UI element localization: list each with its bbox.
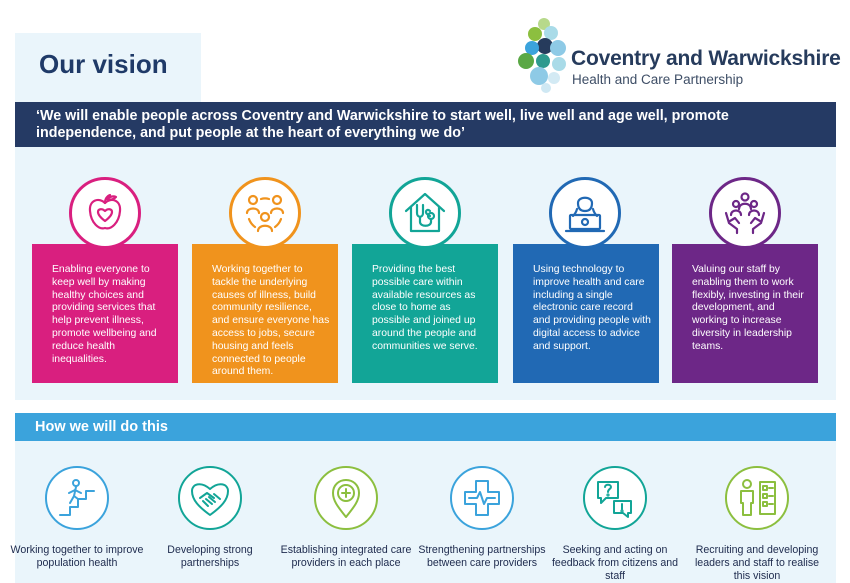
vision-card-text: Working together to tackle the underlyin… (212, 264, 330, 378)
vision-card-community: Working together to tackle the underlyin… (192, 244, 338, 383)
laptop-user-icon (549, 177, 621, 249)
person-checklist-icon (725, 466, 789, 530)
vision-card-technology: Using technology to improve health and c… (513, 244, 659, 383)
vision-card-staff: Valuing our staff by enabling them to wo… (672, 244, 818, 383)
location-plus-icon (314, 466, 378, 530)
medical-cross-icon (450, 466, 514, 530)
logo-subtitle: Health and Care Partnership (572, 72, 744, 87)
stairs-climb-icon (45, 466, 109, 530)
handshake-heart-icon (178, 466, 242, 530)
how-item-label: Recruiting and developing leaders and st… (694, 544, 820, 582)
page-title: Our vision (39, 49, 168, 79)
title-box: Our vision (15, 33, 201, 102)
vision-quote-bar: ‘We will enable people across Coventry a… (15, 102, 836, 147)
house-stethoscope-icon (389, 177, 461, 249)
vision-card-text: Using technology to improve health and c… (533, 264, 651, 352)
vision-card-text: Enabling everyone to keep well by making… (52, 264, 157, 365)
partnership-logo-icon (518, 18, 566, 93)
vision-card-text: Providing the best possible care within … (372, 264, 478, 352)
vision-card-prevention: Enabling everyone to keep well by making… (32, 244, 178, 383)
speech-bubbles-icon (583, 466, 647, 530)
how-section-title: How we will do this (35, 419, 168, 435)
how-item-label: Strengthening partnerships between care … (418, 544, 546, 569)
vision-card-care: Providing the best possible care within … (352, 244, 498, 383)
how-item-label: Seeking and acting on feedback from citi… (551, 544, 678, 582)
vision-quote: ‘We will enable people across Coventry a… (36, 108, 729, 141)
team-hands-icon (709, 177, 781, 249)
how-item-label: Working together to improve population h… (10, 544, 144, 569)
apple-heart-icon (69, 177, 141, 249)
vision-card-text: Valuing our staff by enabling them to wo… (692, 264, 804, 352)
logo-name: Coventry and Warwickshire (571, 47, 841, 70)
logo: Coventry and Warwickshire Health and Car… (515, 16, 841, 94)
how-section-header: How we will do this (15, 413, 836, 441)
how-item-label: Establishing integrated care providers i… (280, 544, 412, 569)
people-circle-icon (229, 177, 301, 249)
how-item-label: Developing strong partnerships (167, 544, 253, 569)
how-section (15, 441, 836, 583)
